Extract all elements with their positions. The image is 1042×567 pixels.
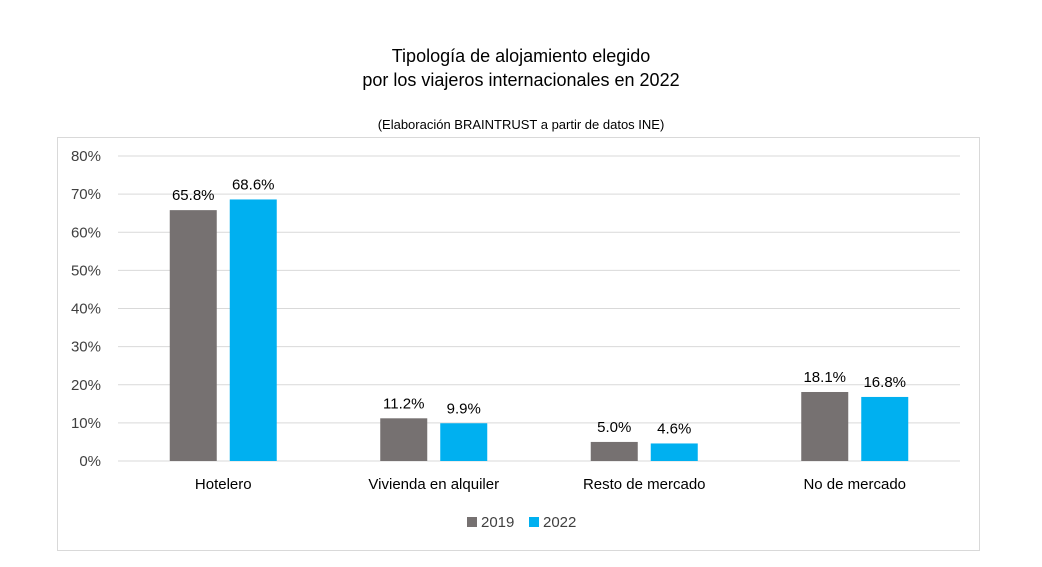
x-category-label: No de mercado: [803, 476, 906, 493]
bar-2019-2: [590, 441, 638, 461]
chart-frame: [57, 137, 980, 551]
data-label: 11.2%: [383, 395, 424, 412]
y-tick-label: 20%: [71, 377, 101, 394]
data-label: 65.8%: [172, 187, 215, 204]
bar-2019-1: [380, 418, 428, 461]
data-label: 5.0%: [597, 419, 631, 436]
data-label: 9.9%: [447, 400, 481, 417]
y-tick-label: 60%: [71, 224, 101, 241]
y-tick-label: 80%: [71, 148, 101, 165]
y-tick-label: 30%: [71, 339, 101, 356]
legend-swatch-2019: [467, 517, 477, 527]
data-label: 16.8%: [863, 374, 906, 391]
data-label: 18.1%: [803, 369, 846, 386]
bar-2022-3: [861, 396, 909, 461]
chart-subtitle: (Elaboración BRAINTRUST a partir de dato…: [377, 117, 665, 132]
data-label: 68.6%: [232, 176, 275, 193]
data-label: 4.6%: [657, 420, 691, 437]
legend-label: 2022: [543, 514, 576, 531]
legend-label: 2019: [481, 514, 514, 531]
y-tick-label: 50%: [71, 262, 101, 279]
chart-title-line1: Tipología de alojamiento elegido: [391, 46, 651, 66]
x-category-label: Resto de mercado: [583, 476, 706, 493]
y-tick-label: 70%: [71, 186, 101, 203]
bar-2022-0: [229, 199, 277, 461]
bar-2022-2: [650, 443, 698, 461]
bar-2019-3: [801, 391, 849, 461]
y-tick-label: 40%: [71, 301, 101, 318]
y-tick-label: 0%: [79, 453, 101, 470]
chart-title-line2: por los viajeros internacionales en 2022: [362, 70, 680, 90]
bar-2022-1: [440, 423, 488, 461]
y-tick-label: 10%: [71, 415, 101, 432]
bar-2019-0: [169, 210, 217, 461]
x-category-label: Hotelero: [195, 476, 252, 493]
x-category-label: Vivienda en alquiler: [368, 476, 499, 493]
legend-swatch-2022: [529, 517, 539, 527]
